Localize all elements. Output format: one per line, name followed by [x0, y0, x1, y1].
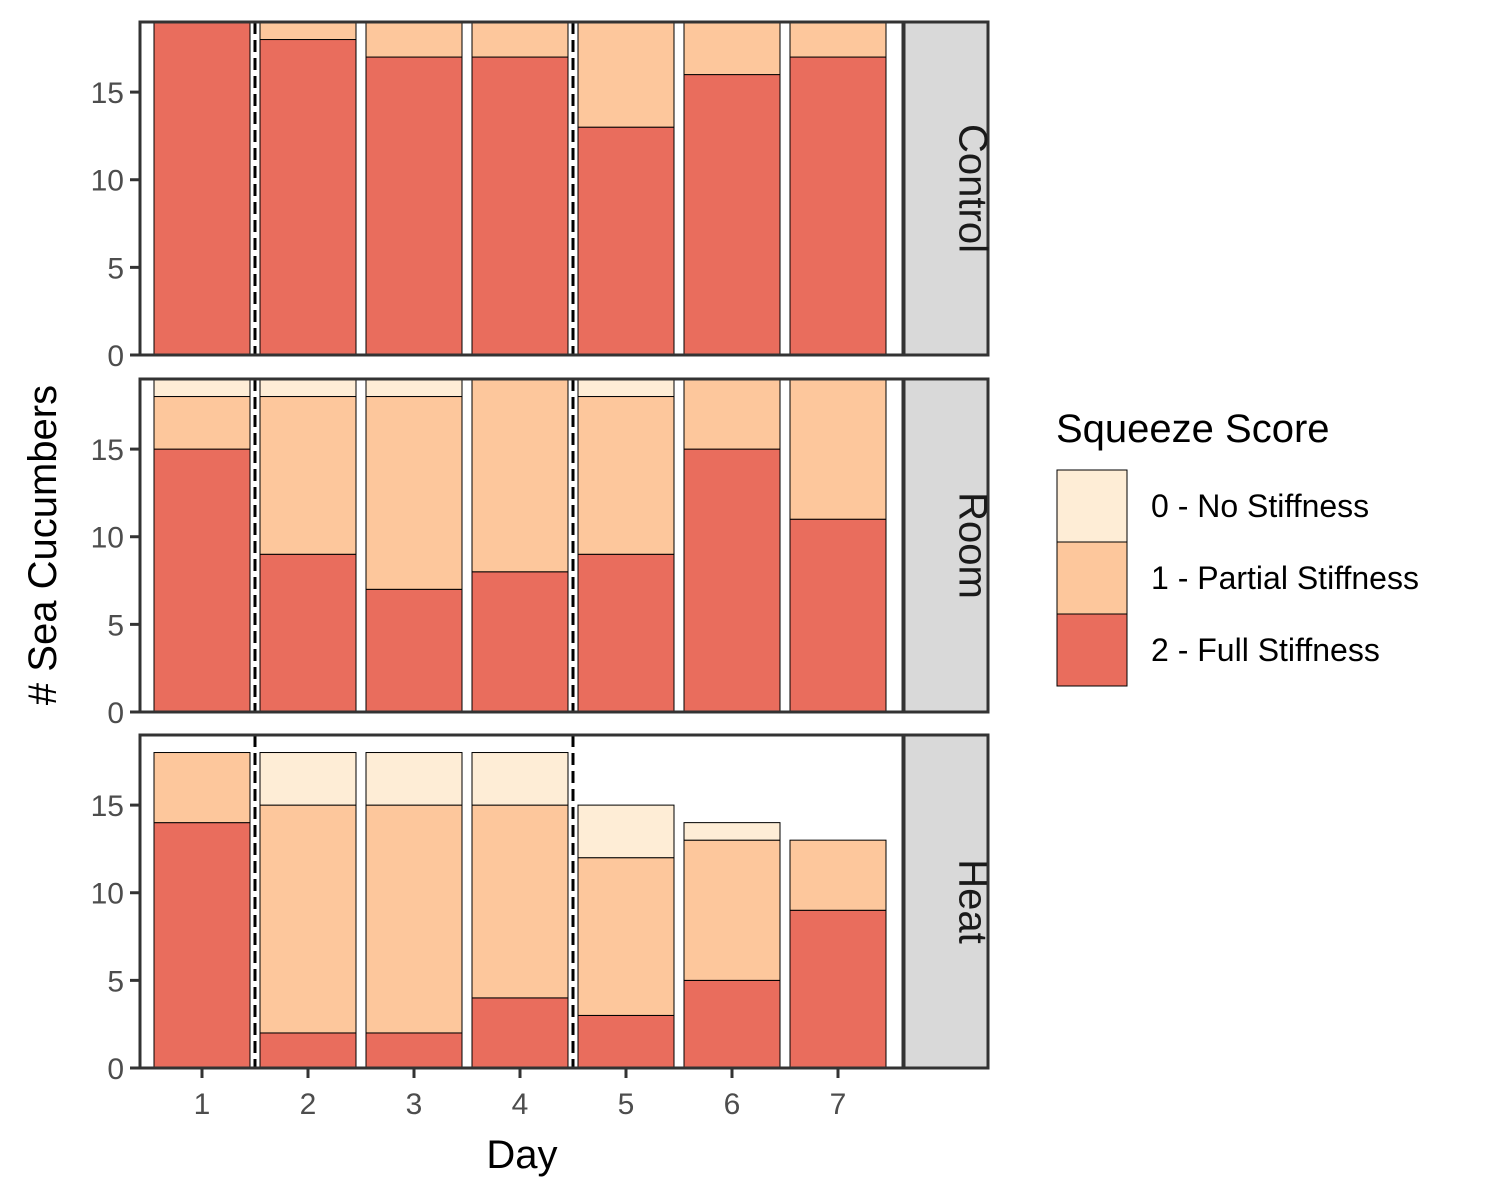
x-axis: 1 2 3 4 5 6 7 [194, 1068, 847, 1121]
bar-segment [259, 21, 357, 41]
bar-segment [471, 997, 569, 1069]
legend-label: 0 - No Stiffness [1151, 488, 1369, 524]
x-tick-label: 7 [830, 1088, 847, 1121]
y-tick-label: 0 [107, 697, 124, 730]
panel-heat: Heat 0 5 10 15 [91, 733, 995, 1086]
bar-segment [683, 839, 781, 981]
legend-key [1056, 541, 1128, 615]
bar-segment [577, 378, 675, 398]
bar-segment [153, 822, 251, 1069]
bar-segment [365, 588, 463, 713]
bar-segment [683, 21, 781, 76]
y-axis-title: # Sea Cucumbers [21, 385, 65, 705]
bar-segment [365, 56, 463, 356]
bar-segment [471, 571, 569, 713]
y-tick-label: 10 [91, 878, 124, 911]
bar-segment [259, 1032, 357, 1069]
y-tick-label: 0 [107, 340, 124, 373]
panel-control: Control 0 5 10 15 [91, 20, 995, 373]
legend-title: Squeeze Score [1056, 407, 1330, 451]
facet-strip [902, 377, 990, 714]
facet-label: Heat [951, 859, 995, 944]
bar-segment [683, 822, 781, 841]
bar-segment [471, 378, 569, 573]
bar-segment [577, 804, 675, 859]
bar-segment [577, 396, 675, 555]
y-tick-label: 10 [91, 522, 124, 555]
bar-segment [153, 21, 251, 356]
legend: Squeeze Score 0 - No Stiffness 1 - Partia… [1056, 407, 1419, 687]
bar-segment [789, 839, 887, 911]
x-tick-label: 1 [194, 1088, 211, 1121]
bar-segment [471, 56, 569, 356]
y-tick-label: 15 [91, 790, 124, 823]
bar-segment [365, 752, 463, 806]
y-tick-label: 15 [91, 77, 124, 110]
bar-segment [789, 56, 887, 356]
bar-segment [365, 396, 463, 590]
x-tick-label: 2 [300, 1088, 317, 1121]
bar-segment [789, 909, 887, 1069]
bar-segment [683, 74, 781, 356]
y-tick-label: 5 [107, 609, 124, 642]
panel-room: Room 0 5 10 15 [91, 377, 995, 730]
bar-segment [153, 752, 251, 824]
bar-segment [789, 378, 887, 520]
bar-segment [365, 378, 463, 398]
x-tick-label: 5 [618, 1088, 635, 1121]
bar-segment [789, 518, 887, 713]
bar-segment [153, 378, 251, 398]
bar-segment [577, 1014, 675, 1069]
bar-segment [471, 21, 569, 58]
bar-segment [365, 21, 463, 58]
facet-label: Control [951, 124, 995, 253]
legend-key [1056, 469, 1128, 543]
x-tick-label: 4 [512, 1088, 529, 1121]
x-axis-title: Day [486, 1133, 557, 1177]
bar-segment [789, 21, 887, 58]
y-tick-label: 5 [107, 965, 124, 998]
bar-segment [577, 21, 675, 128]
bar-segment [577, 857, 675, 1016]
bar-segment [365, 1032, 463, 1069]
x-tick-label: 6 [724, 1088, 741, 1121]
bar-segment [259, 752, 357, 806]
bar-segment [683, 448, 781, 713]
bar-segment [577, 126, 675, 356]
facet-strip [902, 733, 990, 1070]
bar-segment [259, 553, 357, 713]
legend-label: 2 - Full Stiffness [1151, 632, 1380, 668]
y-tick-label: 0 [107, 1053, 124, 1086]
bar-segment [683, 979, 781, 1069]
facet-strip [902, 20, 990, 357]
bar-segment [153, 448, 251, 713]
y-tick-label: 5 [107, 252, 124, 285]
bar-segment [577, 553, 675, 713]
legend-label: 1 - Partial Stiffness [1151, 560, 1419, 596]
bar-segment [153, 396, 251, 450]
bar-segment [683, 378, 781, 450]
chart-panels: Control 0 5 10 15 Room 0 5 10 15 Heat 0 5 10 15 [91, 20, 995, 1086]
y-tick-label: 10 [91, 165, 124, 198]
legend-key [1056, 613, 1128, 687]
bar-segment [471, 804, 569, 999]
y-tick-label: 15 [91, 434, 124, 467]
bar-segment [259, 396, 357, 555]
bar-segment [471, 752, 569, 806]
facet-label: Room [951, 492, 995, 599]
bar-segment [259, 378, 357, 398]
bar-segment [259, 804, 357, 1034]
bar-segment [365, 804, 463, 1034]
bar-segment [259, 39, 357, 356]
x-tick-label: 3 [406, 1088, 423, 1121]
